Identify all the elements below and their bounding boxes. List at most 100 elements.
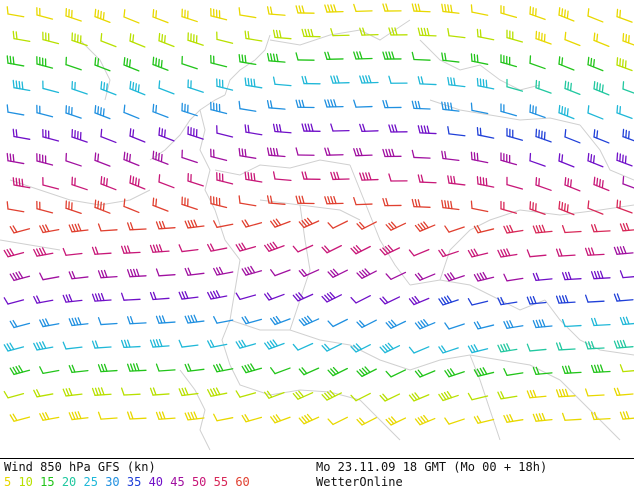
wind-barb bbox=[561, 412, 582, 421]
wind-barb bbox=[529, 104, 546, 119]
wind-barb bbox=[506, 127, 524, 141]
wind-barb bbox=[324, 99, 344, 108]
legend-item: 40 bbox=[148, 475, 171, 489]
wind-barb bbox=[149, 291, 170, 301]
wind-barb bbox=[444, 322, 465, 330]
wind-barb bbox=[388, 27, 408, 36]
wind-barb bbox=[244, 171, 263, 183]
wind-barb bbox=[414, 369, 436, 378]
wind-barb bbox=[388, 173, 408, 182]
wind-barb bbox=[216, 125, 234, 138]
wind-barb bbox=[12, 79, 31, 92]
wind-barb bbox=[593, 176, 610, 192]
wind-barb bbox=[181, 196, 198, 211]
border-line bbox=[269, 19, 411, 46]
wind-barb bbox=[584, 294, 605, 303]
wind-barb bbox=[388, 124, 408, 133]
wind-barb bbox=[379, 393, 401, 402]
wind-barb bbox=[184, 267, 205, 276]
wind-barb bbox=[584, 388, 605, 397]
wind-barb bbox=[467, 392, 489, 401]
wind-barb bbox=[327, 268, 348, 278]
wind-barb bbox=[359, 27, 379, 36]
wind-barb bbox=[97, 411, 118, 420]
wind-barb bbox=[39, 366, 60, 375]
wind-barb bbox=[356, 417, 377, 426]
wind-barb bbox=[590, 317, 611, 327]
wind-barb bbox=[470, 200, 489, 213]
wind-barb bbox=[529, 6, 546, 21]
wind-barb bbox=[473, 367, 495, 377]
wind-barb bbox=[210, 195, 228, 209]
wind-barb bbox=[506, 176, 524, 190]
wind-barb bbox=[36, 104, 54, 118]
wind-barb bbox=[476, 127, 495, 139]
wind-barb bbox=[3, 297, 25, 305]
wind-barb bbox=[241, 316, 263, 325]
wind-barb bbox=[213, 316, 234, 324]
wind-barb bbox=[292, 244, 314, 253]
wind-barb bbox=[321, 343, 342, 352]
wind-barb bbox=[441, 199, 460, 211]
wind-barb bbox=[126, 363, 147, 372]
wind-barb bbox=[94, 8, 111, 24]
wind-barb bbox=[497, 343, 518, 353]
wind-barb bbox=[324, 51, 344, 60]
border-line bbox=[439, 209, 521, 281]
wind-barb bbox=[382, 51, 402, 60]
wind-barb bbox=[68, 270, 89, 280]
wind-barb bbox=[270, 218, 291, 228]
wind-barb bbox=[555, 388, 576, 398]
wind-barb bbox=[529, 55, 546, 70]
wind-barb bbox=[207, 339, 228, 349]
wind-barb bbox=[158, 80, 175, 95]
wind-barb bbox=[238, 147, 257, 159]
border-line bbox=[0, 239, 61, 251]
border-line bbox=[259, 199, 361, 221]
legend-item: 50 bbox=[191, 475, 214, 489]
legend-item: 55 bbox=[213, 475, 236, 489]
map-footer: Wind 850 hPa GFS (kn) Mo 23.11.09 18 GMT… bbox=[0, 458, 634, 490]
wind-barb bbox=[71, 129, 88, 143]
wind-barb bbox=[216, 172, 234, 185]
wind-barb bbox=[216, 78, 234, 91]
legend-item: 25 bbox=[83, 475, 106, 489]
wind-barb bbox=[467, 297, 489, 306]
wind-barb bbox=[321, 244, 342, 254]
wind-barb bbox=[353, 197, 373, 206]
wind-barb bbox=[555, 248, 576, 257]
wind-barb bbox=[379, 296, 401, 305]
wind-barb bbox=[62, 387, 83, 397]
wind-barb bbox=[295, 5, 315, 14]
wind-barb bbox=[123, 57, 140, 72]
wind-barb bbox=[94, 199, 111, 214]
wind-barb bbox=[385, 369, 407, 378]
wind-barb bbox=[356, 221, 377, 230]
wind-barb bbox=[298, 217, 320, 229]
legend-item: 60 bbox=[235, 475, 250, 489]
wind-barb bbox=[414, 221, 436, 232]
wind-barb bbox=[590, 270, 611, 280]
wind-barb bbox=[558, 153, 575, 168]
wind-barb bbox=[356, 319, 377, 329]
wind-barb bbox=[36, 56, 54, 69]
wind-barb bbox=[235, 339, 257, 349]
wind-barb bbox=[532, 412, 553, 422]
wind-barb bbox=[91, 246, 112, 255]
wind-barb bbox=[564, 177, 581, 192]
wind-barb bbox=[39, 412, 60, 421]
legend-item: 5 bbox=[4, 475, 19, 489]
wind-barb bbox=[6, 6, 25, 18]
wind-barb bbox=[6, 55, 25, 67]
wind-barb bbox=[129, 80, 146, 96]
wind-barb bbox=[353, 3, 373, 13]
wind-barb bbox=[441, 150, 460, 162]
wind-barb bbox=[210, 54, 228, 68]
wind-barb bbox=[593, 81, 610, 96]
wind-barb bbox=[6, 201, 25, 213]
wind-barb bbox=[270, 414, 291, 424]
wind-barb bbox=[555, 342, 576, 351]
wind-barb bbox=[616, 57, 633, 72]
wind-barb bbox=[353, 99, 373, 108]
